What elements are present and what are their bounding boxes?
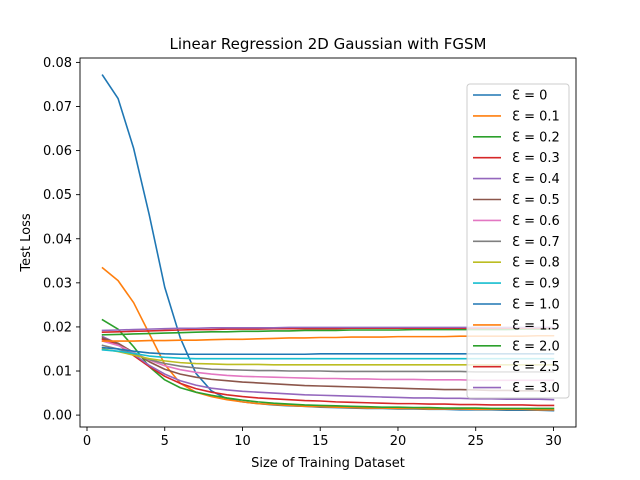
y-tick-label: 0.02 — [43, 320, 72, 335]
y-axis-label: Test Loss — [19, 213, 34, 272]
y-tick-label: 0.07 — [43, 100, 72, 115]
y-tick-label: 0.00 — [43, 409, 72, 424]
x-tick-label: 20 — [390, 434, 407, 449]
legend-label: Ɛ = 2.5 — [512, 360, 560, 375]
x-tick-label: 30 — [545, 434, 562, 449]
legend-label: Ɛ = 0.9 — [512, 277, 560, 292]
x-axis-ticks: 0 5 10 15 20 25 30 — [83, 427, 562, 449]
x-tick-label: 15 — [312, 434, 329, 449]
legend-label: Ɛ = 0.3 — [512, 151, 560, 166]
y-tick-label: 0.05 — [43, 188, 72, 203]
axes-frame — [79, 57, 577, 428]
legend-label: Ɛ = 0.6 — [512, 214, 560, 229]
legend-label: Ɛ = 0.4 — [512, 172, 560, 187]
y-tick-label: 0.06 — [43, 144, 72, 159]
x-tick-label: 10 — [234, 434, 251, 449]
legend-entries: Ɛ = 0 Ɛ = 0.1 Ɛ = 0.2 Ɛ = 0.3 Ɛ = 0.4 Ɛ = 0.5… — [473, 89, 560, 396]
legend-label: Ɛ = 1.5 — [512, 318, 560, 333]
legend-label: Ɛ = 0.7 — [512, 235, 560, 250]
series-line-3 — [101, 338, 555, 407]
series-line-2 — [101, 318, 555, 410]
y-tick-label: 0.03 — [43, 276, 72, 291]
chart-title: Linear Regression 2D Gaussian with FGSM — [170, 35, 487, 53]
series-line-4 — [101, 335, 555, 401]
legend-label: Ɛ = 3.0 — [512, 381, 560, 396]
legend-label: Ɛ = 2.0 — [512, 339, 560, 354]
legend-label: Ɛ = 0.8 — [512, 256, 560, 271]
legend-label: Ɛ = 0.5 — [512, 193, 560, 208]
legend-label: Ɛ = 1.0 — [512, 298, 560, 313]
legend-label: Ɛ = 0.2 — [512, 130, 560, 145]
legend: Ɛ = 0 Ɛ = 0.1 Ɛ = 0.2 Ɛ = 0.3 Ɛ = 0.4 Ɛ = 0.5… — [466, 83, 570, 399]
x-axis-label: Size of Training Dataset — [251, 456, 405, 471]
legend-label: Ɛ = 0.1 — [512, 109, 560, 124]
legend-box — [466, 83, 570, 399]
y-axis-ticks: 0.00 0.01 0.02 0.03 0.04 0.05 0.06 0.07 0.08 — [43, 56, 80, 424]
x-tick-label: 0 — [83, 434, 91, 449]
x-tick-label: 5 — [161, 434, 169, 449]
y-tick-label: 0.04 — [43, 232, 72, 247]
legend-label: Ɛ = 0 — [512, 89, 547, 104]
x-tick-label: 25 — [467, 434, 484, 449]
y-tick-label: 0.01 — [43, 365, 72, 380]
y-tick-label: 0.08 — [43, 56, 72, 71]
